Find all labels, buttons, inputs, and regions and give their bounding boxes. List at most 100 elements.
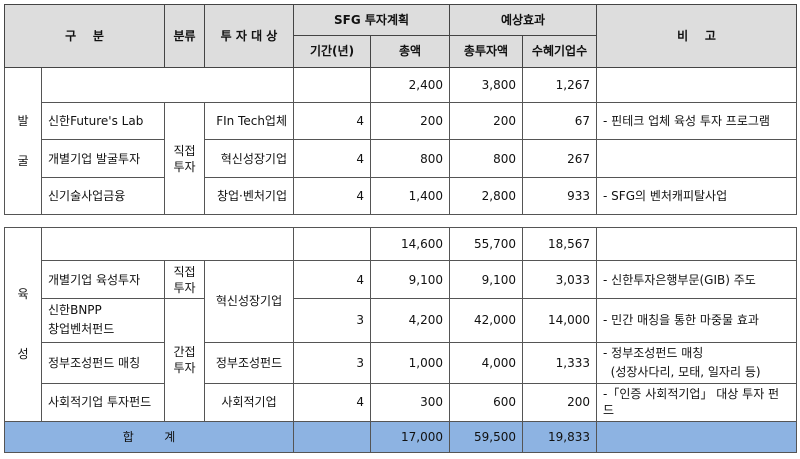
table-row: 신한BNPP 창업벤처펀드 간접 투자 3 4,200 42,000 14,00… — [5, 297, 798, 422]
section-char: 성 — [17, 347, 29, 362]
item-invest: 9,100 — [449, 260, 524, 299]
item-amount: 9,100 — [370, 260, 451, 299]
item-note: -「인증 사회적기업」 대상 투자 펀드 — [596, 383, 798, 422]
item-name: 사회적기업 투자펀드 — [40, 383, 166, 422]
item-target: 정부조성펀드 — [204, 341, 295, 385]
item-note: - 신한투자은행부문(GIB) 주도 — [596, 260, 798, 299]
item-note — [596, 139, 798, 178]
header-target: 투 자 대 상 — [204, 4, 295, 68]
item-name: 개별기업 육성투자 — [40, 260, 166, 299]
item-benef: 3,033 — [522, 260, 598, 299]
section-char: 발 — [17, 113, 29, 128]
item-note: - 민간 매칭을 통한 마중물 효과 — [596, 297, 798, 343]
header-total-invest: 총투자액 — [449, 35, 524, 68]
item-note: - 정부조성펀드 매칭 (성장사다리, 모태, 일자리 등) — [596, 341, 798, 385]
item-target: 혁신성장기업 — [204, 139, 295, 178]
discover-subtotal-period — [293, 66, 372, 103]
item-target: 혁신성장기업 — [204, 260, 295, 343]
header-category: 구 분 — [3, 4, 166, 68]
item-period: 4 — [293, 176, 372, 216]
spacer-cell — [4, 214, 797, 228]
item-invest: 42,000 — [449, 297, 524, 343]
nurture-subtotal-invest: 55,700 — [449, 226, 524, 262]
header-plan: SFG 투자계획 — [293, 3, 451, 37]
section-char: 육 — [17, 287, 29, 302]
item-invest: 600 — [449, 383, 524, 422]
nurture-subtotal-blank — [40, 226, 295, 262]
total-note — [596, 420, 798, 454]
table-row: 개별기업 발굴투자 혁신성장기업 4 800 800 267 — [5, 139, 798, 178]
class-label: 직접 투자 — [164, 260, 206, 299]
item-benef: 14,000 — [522, 297, 598, 343]
item-period: 4 — [293, 260, 372, 299]
item-name: 신한Future's Lab — [40, 101, 166, 141]
header-row-2: 기간(년) 총액 총투자액 수혜기업수 — [5, 35, 797, 68]
item-amount: 200 — [370, 101, 451, 141]
header-note: 비 고 — [596, 4, 798, 68]
header-beneficiaries: 수혜기업수 — [522, 35, 598, 68]
header-effect: 예상효과 — [449, 3, 598, 37]
header-class: 분류 — [164, 4, 206, 68]
nurture-subtotal-period — [293, 226, 372, 262]
discover-subtotal-benef: 1,267 — [522, 66, 598, 103]
discover-subtotal-amount: 2,400 — [370, 66, 451, 103]
discover-subtotal-invest: 3,800 — [449, 66, 524, 103]
item-target: 창업·벤처기업 — [204, 176, 295, 216]
total-row: 합 계 17,000 59,500 19,833 — [3, 420, 798, 454]
item-benef: 933 — [522, 176, 598, 216]
class-label: 간접 투자 — [164, 297, 206, 422]
item-period: 3 — [293, 341, 372, 385]
nurture-section-label: 육 성 — [4, 226, 42, 422]
nurture-subtotal-note — [596, 226, 798, 262]
item-note: - 핀테크 업체 육성 투자 프로그램 — [596, 101, 798, 141]
table-row: 개별기업 육성투자 직접 투자 혁신성장기업 4 9,100 9,100 3,0… — [5, 260, 798, 343]
item-invest: 2,800 — [449, 176, 524, 216]
section-char: 굴 — [17, 153, 29, 168]
item-amount: 1,400 — [370, 176, 451, 216]
item-amount: 4,200 — [370, 297, 451, 343]
item-benef: 67 — [522, 101, 598, 141]
item-name: 개별기업 발굴투자 — [40, 139, 166, 178]
table-row: 사회적기업 투자펀드 사회적기업 4 300 600 200 -「인증 사회적기… — [5, 383, 798, 422]
item-period: 4 — [293, 101, 372, 141]
item-benef: 1,333 — [522, 341, 598, 385]
discover-section-label: 발 굴 — [4, 66, 42, 216]
total-period — [293, 420, 372, 454]
item-amount: 300 — [370, 383, 451, 422]
discover-subtotal-blank — [40, 66, 295, 103]
total-amount: 17,000 — [370, 420, 451, 454]
item-note: - SFG의 벤처캐피탈사업 — [596, 176, 798, 216]
item-name: 정부조성펀드 매칭 — [40, 341, 166, 385]
item-invest: 200 — [449, 101, 524, 141]
item-amount: 800 — [370, 139, 451, 178]
spacer-row — [4, 214, 797, 228]
item-amount: 1,000 — [370, 341, 451, 385]
header-period: 기간(년) — [293, 35, 372, 68]
item-period: 3 — [293, 297, 372, 343]
item-invest: 800 — [449, 139, 524, 178]
class-label: 직접 투자 — [164, 101, 206, 216]
item-period: 4 — [293, 383, 372, 422]
table-row: 신기술사업금융 창업·벤처기업 4 1,400 2,800 933 - SFG의… — [5, 176, 798, 216]
item-period: 4 — [293, 139, 372, 178]
item-target: 사회적기업 — [204, 383, 295, 422]
discover-subtotal-row: 발 굴 2,400 3,800 1,267 — [4, 66, 798, 216]
total-benef: 19,833 — [522, 420, 598, 454]
header-row-1: 구 분 분류 투 자 대 상 SFG 투자계획 예상효과 비 고 — [3, 3, 798, 68]
total-invest: 59,500 — [449, 420, 524, 454]
table-row: 신한Future's Lab 직접 투자 FIn Tech업체 4 200 20… — [5, 101, 798, 216]
item-target: FIn Tech업체 — [204, 101, 295, 141]
nurture-subtotal-amount: 14,600 — [370, 226, 451, 262]
item-name: 신기술사업금융 — [40, 176, 166, 216]
item-benef: 267 — [522, 139, 598, 178]
header-total-amount: 총액 — [370, 35, 451, 68]
nurture-subtotal-benef: 18,567 — [522, 226, 598, 262]
discover-subtotal-note — [596, 66, 798, 103]
table-row: 정부조성펀드 매칭 정부조성펀드 3 1,000 4,000 1,333 - 정… — [5, 341, 798, 385]
item-name: 신한BNPP 창업벤처펀드 — [40, 297, 166, 343]
item-invest: 4,000 — [449, 341, 524, 385]
item-benef: 200 — [522, 383, 598, 422]
nurture-subtotal-row: 육 성 14,600 55,700 18,567 — [4, 226, 798, 422]
investment-plan-table: 구 분 분류 투 자 대 상 SFG 투자계획 예상효과 비 고 기간(년) 총… — [3, 3, 798, 454]
total-label: 합 계 — [3, 420, 295, 454]
